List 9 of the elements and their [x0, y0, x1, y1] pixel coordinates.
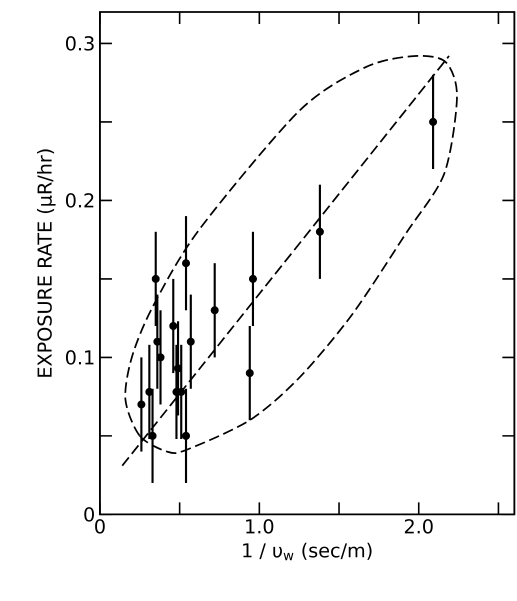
y-axis-title: EXPOSURE RATE (μR/hr)	[36, 149, 56, 377]
y-tick-label: 0.3	[66, 36, 94, 51]
y-tick-label: 0.2	[66, 193, 94, 208]
x-axis-title: 1 / υ$_{w}$ (sec/m)	[243, 542, 372, 560]
x-tick-label: 2.0	[404, 519, 433, 534]
x-tick-label: 0	[95, 519, 105, 534]
y-tick-label: 0	[84, 507, 94, 522]
y-tick-label: 0.1	[66, 350, 94, 365]
x-tick-label: 1.0	[246, 519, 274, 534]
